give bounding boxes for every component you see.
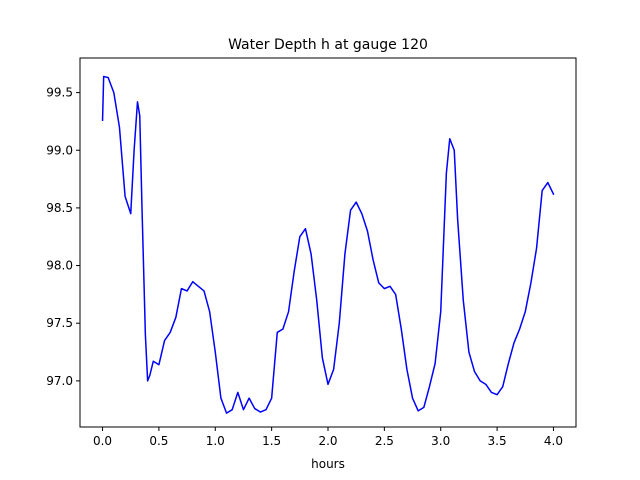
x-tick-label: 1.0: [206, 434, 225, 448]
x-tick-label: 3.0: [431, 434, 450, 448]
series-line: [101, 75, 555, 414]
plot-area: [80, 58, 576, 427]
y-axis-ticks: 97.0 97.5 98.0 98.5 99.0 99.5: [46, 86, 80, 388]
chart-title: Water Depth h at gauge 120: [228, 37, 428, 53]
y-tick-label: 97.0: [46, 374, 73, 388]
x-tick-label: 2.5: [375, 434, 394, 448]
x-tick-label: 4.0: [544, 434, 563, 448]
y-tick-label: 99.5: [46, 86, 73, 100]
y-tick-label: 98.5: [46, 201, 73, 215]
x-tick-label: 1.5: [262, 434, 281, 448]
y-tick-label: 98.0: [46, 259, 73, 273]
x-axis-ticks: 0.0 0.5 1.0 1.5 2.0 2.5 3.0 3.5 4.0: [93, 427, 563, 448]
x-tick-label: 0.5: [149, 434, 168, 448]
x-tick-label: 2.0: [318, 434, 337, 448]
x-tick-label: 0.0: [93, 434, 112, 448]
x-axis-label: hours: [311, 457, 345, 471]
y-tick-label: 99.0: [46, 143, 73, 157]
plot-frame: [79, 57, 577, 428]
y-tick-label: 97.5: [46, 316, 73, 330]
x-tick-label: 3.5: [488, 434, 507, 448]
